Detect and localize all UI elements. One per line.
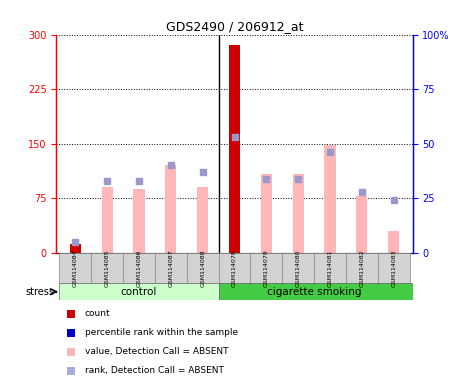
Bar xyxy=(60,283,219,300)
Bar xyxy=(102,187,113,253)
Text: rank, Detection Call = ABSENT: rank, Detection Call = ABSENT xyxy=(85,366,224,376)
Bar xyxy=(346,253,378,283)
Text: GSM114087: GSM114087 xyxy=(168,249,174,286)
Bar xyxy=(70,244,81,253)
Text: cigarette smoking: cigarette smoking xyxy=(267,287,361,297)
Text: GSM114078: GSM114078 xyxy=(232,249,237,286)
Bar xyxy=(165,166,176,253)
Bar xyxy=(123,253,155,283)
Text: GSM114084: GSM114084 xyxy=(73,249,78,286)
Text: count: count xyxy=(85,309,110,318)
Text: GSM114083: GSM114083 xyxy=(391,249,396,286)
Bar xyxy=(250,253,282,283)
Bar xyxy=(134,189,144,253)
Bar xyxy=(219,253,250,283)
Text: control: control xyxy=(121,287,157,297)
Bar xyxy=(197,187,208,253)
Bar xyxy=(293,174,304,253)
Bar xyxy=(325,145,335,253)
Text: value, Detection Call = ABSENT: value, Detection Call = ABSENT xyxy=(85,348,228,356)
Bar xyxy=(314,253,346,283)
Bar xyxy=(60,253,91,283)
Text: GSM114085: GSM114085 xyxy=(105,249,110,286)
Bar xyxy=(229,45,240,253)
Bar xyxy=(155,253,187,283)
Text: GSM114080: GSM114080 xyxy=(295,249,301,286)
Bar xyxy=(356,196,367,253)
Title: GDS2490 / 206912_at: GDS2490 / 206912_at xyxy=(166,20,303,33)
Text: GSM114079: GSM114079 xyxy=(264,249,269,287)
Text: stress: stress xyxy=(26,287,55,297)
Bar xyxy=(261,174,272,253)
Text: GSM114081: GSM114081 xyxy=(327,249,333,286)
Bar xyxy=(282,253,314,283)
Bar xyxy=(187,253,219,283)
Text: percentile rank within the sample: percentile rank within the sample xyxy=(85,328,238,337)
Bar xyxy=(91,253,123,283)
Bar xyxy=(378,253,409,283)
Bar xyxy=(219,283,413,300)
Text: GSM114088: GSM114088 xyxy=(200,249,205,286)
Bar xyxy=(388,231,399,253)
Bar xyxy=(229,45,240,253)
Text: GSM114082: GSM114082 xyxy=(359,249,364,286)
Bar xyxy=(70,244,81,253)
Text: GSM114086: GSM114086 xyxy=(136,249,142,286)
